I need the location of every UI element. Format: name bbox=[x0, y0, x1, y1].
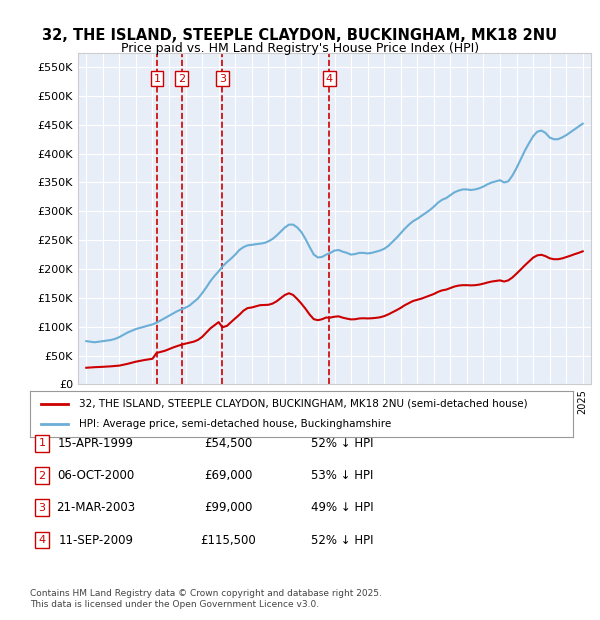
Text: Contains HM Land Registry data © Crown copyright and database right 2025.
This d: Contains HM Land Registry data © Crown c… bbox=[30, 590, 382, 609]
Text: 2: 2 bbox=[38, 471, 46, 480]
Text: HPI: Average price, semi-detached house, Buckinghamshire: HPI: Average price, semi-detached house,… bbox=[79, 419, 391, 429]
Text: 3: 3 bbox=[219, 74, 226, 84]
Text: 3: 3 bbox=[38, 503, 46, 513]
Text: 52% ↓ HPI: 52% ↓ HPI bbox=[311, 437, 373, 450]
Text: £54,500: £54,500 bbox=[204, 437, 252, 450]
Text: 32, THE ISLAND, STEEPLE CLAYDON, BUCKINGHAM, MK18 2NU (semi-detached house): 32, THE ISLAND, STEEPLE CLAYDON, BUCKING… bbox=[79, 399, 527, 409]
Text: 53% ↓ HPI: 53% ↓ HPI bbox=[311, 469, 373, 482]
Text: £99,000: £99,000 bbox=[204, 502, 252, 514]
Text: Price paid vs. HM Land Registry's House Price Index (HPI): Price paid vs. HM Land Registry's House … bbox=[121, 42, 479, 55]
Text: £69,000: £69,000 bbox=[204, 469, 252, 482]
Text: 1: 1 bbox=[38, 438, 46, 448]
Text: 21-MAR-2003: 21-MAR-2003 bbox=[56, 502, 136, 514]
Text: 15-APR-1999: 15-APR-1999 bbox=[58, 437, 134, 450]
Text: 2: 2 bbox=[178, 74, 185, 84]
Text: 4: 4 bbox=[38, 535, 46, 545]
Text: 49% ↓ HPI: 49% ↓ HPI bbox=[311, 502, 373, 514]
Text: 06-OCT-2000: 06-OCT-2000 bbox=[58, 469, 134, 482]
Text: 32, THE ISLAND, STEEPLE CLAYDON, BUCKINGHAM, MK18 2NU: 32, THE ISLAND, STEEPLE CLAYDON, BUCKING… bbox=[43, 28, 557, 43]
Text: 52% ↓ HPI: 52% ↓ HPI bbox=[311, 534, 373, 546]
Text: 1: 1 bbox=[154, 74, 161, 84]
Text: £115,500: £115,500 bbox=[200, 534, 256, 546]
Text: 4: 4 bbox=[326, 74, 333, 84]
Text: 11-SEP-2009: 11-SEP-2009 bbox=[59, 534, 133, 546]
